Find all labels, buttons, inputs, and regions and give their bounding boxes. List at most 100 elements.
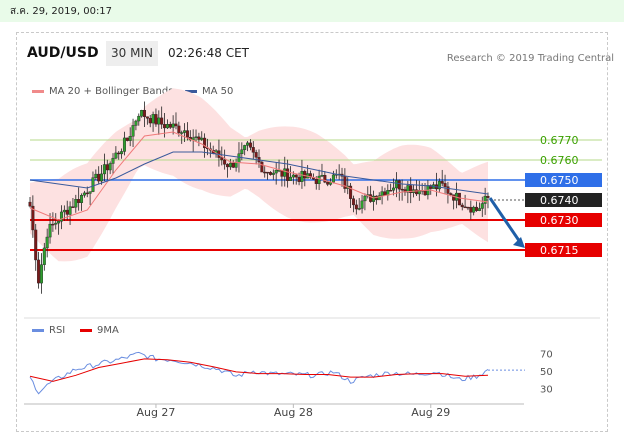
level-label-0.6730: 0.6730 — [540, 214, 579, 227]
candle-body — [134, 120, 138, 126]
level-label-0.6770: 0.6770 — [540, 134, 579, 147]
candle-body — [360, 200, 364, 209]
candle-body — [48, 223, 52, 238]
candle-body — [263, 171, 267, 174]
candle-body — [57, 221, 61, 224]
candle-body — [246, 142, 250, 146]
level-label-0.6715: 0.6715 — [540, 244, 579, 257]
candle-body — [31, 205, 35, 231]
forecast-arrow-head — [513, 237, 525, 248]
candle-body — [363, 195, 367, 202]
rsi-tick-70: 70 — [540, 350, 553, 361]
candle-body — [180, 132, 184, 134]
candle-body — [446, 186, 450, 194]
candle-body — [223, 159, 227, 165]
candle-body — [469, 207, 473, 213]
top-datetime: ส.ค. 29, 2019, 00:17 — [10, 6, 113, 17]
level-label-0.6740: 0.6740 — [540, 194, 579, 207]
level-label-0.6750: 0.6750 — [540, 174, 579, 187]
rsi-swatch-icon — [32, 328, 44, 332]
candle-body — [137, 115, 141, 122]
ma50-swatch-icon — [185, 89, 197, 93]
candle-body — [271, 172, 275, 175]
candle-body — [351, 198, 355, 206]
clock-time: 02:26:48 CET — [168, 46, 249, 60]
candle-body — [54, 222, 58, 225]
candle-body — [449, 193, 453, 195]
candle-body — [268, 172, 272, 175]
candle-body — [65, 209, 69, 215]
legend-rsi-label: RSI — [49, 325, 66, 336]
candle-body — [117, 152, 121, 155]
candle-body — [194, 136, 198, 139]
candle-body — [483, 195, 487, 204]
candle-body — [131, 125, 135, 137]
candle-body — [429, 185, 433, 189]
candle-body — [97, 173, 101, 182]
candle-body — [59, 211, 63, 222]
candle-body — [409, 185, 413, 193]
ma50-line — [29, 151, 489, 195]
candle-body — [80, 195, 84, 203]
candle-body — [228, 162, 232, 168]
candle-body — [37, 259, 41, 284]
candle-body — [460, 204, 464, 208]
candle-body — [354, 204, 358, 210]
candle-body — [45, 236, 49, 249]
candle-body — [157, 117, 161, 125]
candle-body — [197, 136, 201, 140]
candle-body — [88, 191, 92, 194]
chart-panel: AUD/USD 30 MIN 02:26:48 CET — [16, 32, 608, 432]
candle-body — [475, 206, 479, 211]
candle-body — [163, 124, 167, 129]
candle-body — [39, 264, 43, 284]
candle-body — [154, 114, 158, 125]
candle-body — [240, 149, 244, 155]
candle-body — [114, 152, 118, 159]
candle-body — [323, 175, 327, 183]
forecast-arrow-shaft — [488, 197, 524, 246]
candle-body — [314, 178, 318, 184]
candle-body — [100, 173, 104, 182]
candle-body — [226, 164, 230, 168]
candle-body — [111, 157, 115, 164]
candle-body — [102, 164, 106, 175]
candle-body — [105, 164, 109, 171]
candle-body — [174, 123, 178, 127]
candle-body — [122, 137, 126, 152]
candle-body — [320, 175, 324, 177]
candle-body — [34, 229, 38, 261]
legend-bollinger: MA 20 + Bollinger Bands — [32, 86, 173, 97]
candle-body — [42, 247, 46, 265]
candle-body — [171, 123, 175, 128]
candle-body — [452, 194, 456, 201]
candle-body — [457, 192, 461, 206]
candle-body — [77, 199, 81, 203]
candle-body — [294, 174, 298, 178]
candle-body — [400, 188, 404, 191]
candle-body — [125, 137, 129, 141]
candle-body — [477, 208, 481, 211]
candle-body — [349, 185, 353, 199]
candle-body — [91, 177, 95, 192]
candle-body — [51, 223, 55, 226]
candle-body — [326, 181, 330, 185]
candle-body — [94, 173, 98, 178]
legend-rsi: RSI — [32, 325, 65, 336]
candle-body — [437, 181, 441, 190]
candle-body — [394, 180, 398, 189]
candle-body — [369, 194, 373, 202]
candle-body — [423, 190, 427, 196]
candle-body — [145, 116, 149, 119]
candle-body — [372, 195, 376, 202]
level-box-0.6715 — [525, 243, 602, 257]
candle-body — [303, 171, 307, 179]
rsi-tick-30: 30 — [540, 384, 553, 395]
candle-body — [414, 189, 418, 195]
candle-body — [443, 183, 447, 187]
candle-body — [128, 136, 132, 141]
research-credit: Research © 2019 Trading Central — [446, 53, 614, 64]
candle-body — [183, 130, 187, 133]
timeframe-button[interactable]: 30 MIN — [106, 41, 158, 66]
